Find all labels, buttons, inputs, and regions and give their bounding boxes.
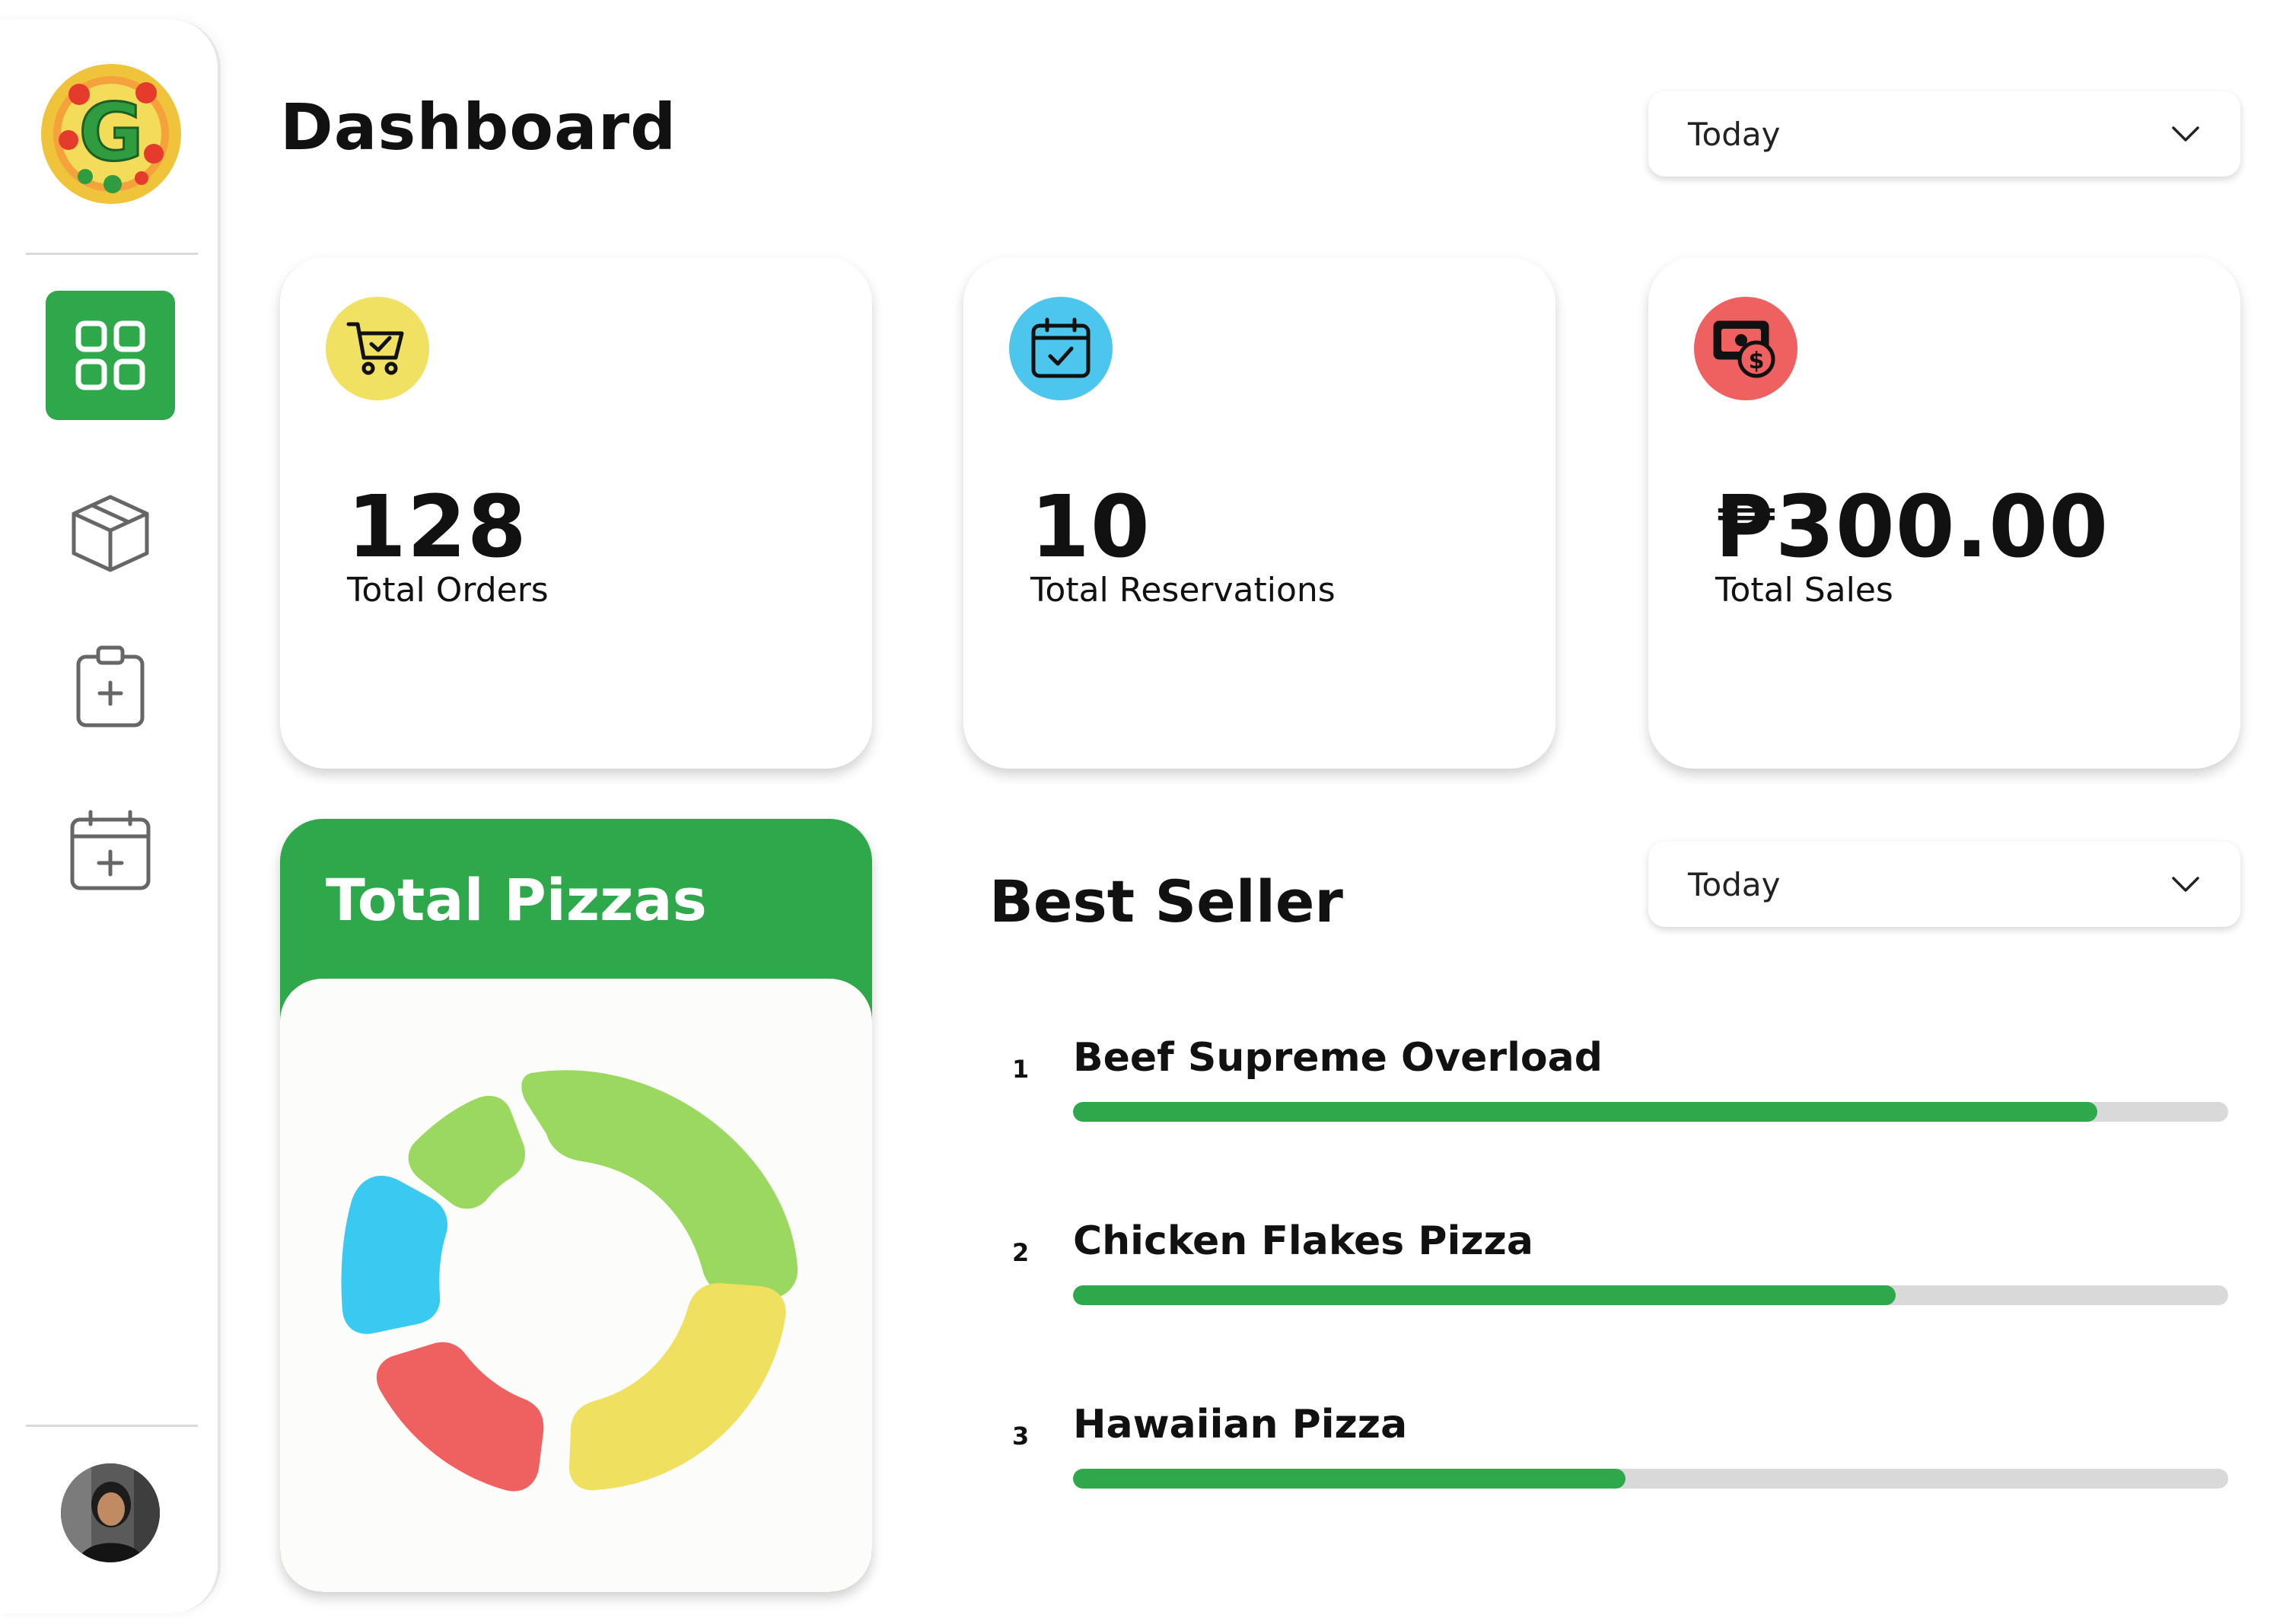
best-seller-progress [1073,1469,2228,1489]
total-pizzas-card: Total Pizzas [280,819,872,1592]
avatar[interactable] [61,1463,160,1562]
calendar-check-icon [1009,297,1113,400]
svg-text:G: G [78,86,143,179]
period-dropdown-value: Today [1688,865,1781,903]
stat-value: 10 [1030,478,1151,577]
grid-icon [75,320,145,390]
donut-segment-green [521,1070,798,1299]
sidebar-divider-top [26,253,198,255]
stat-value: 128 [347,478,527,577]
donut-segment-blue [341,1176,447,1334]
svg-text:$: $ [1749,348,1765,374]
total-pizzas-chart-area [280,979,872,1592]
best-seller-progress-fill [1073,1469,1625,1489]
stat-label: Total Reservations [1030,571,1336,610]
stat-card-orders: 128 Total Orders [280,257,872,769]
best-seller-name: Hawaiian Pizza [1073,1402,1408,1447]
chevron-down-icon [2172,877,2199,892]
sidebar: G [0,20,221,1613]
cart-check-icon [326,297,429,400]
period-dropdown[interactable]: Today [1648,91,2240,177]
best-seller-title: Best Seller [989,868,1343,935]
page-title: Dashboard [280,90,677,164]
donut-segment-green-small [408,1096,525,1209]
calendar-add-icon [70,810,151,890]
best-seller-period-dropdown[interactable]: Today [1648,842,2240,927]
best-seller-rank: 3 [1012,1422,1030,1450]
donut-segment-red [376,1342,544,1492]
stat-card-sales: $ ₱300.00 Total Sales [1648,257,2240,769]
stat-value: ₱300.00 [1715,478,2109,577]
stat-label: Total Sales [1715,571,1893,610]
best-seller-progress-fill [1073,1102,2098,1122]
period-dropdown-value: Today [1688,115,1781,153]
total-pizzas-title: Total Pizzas [326,866,707,934]
clipboard-add-icon [76,645,145,728]
best-seller-name: Beef Supreme Overload [1073,1035,1603,1081]
stat-card-reservations: 10 Total Reservations [963,257,1555,769]
best-seller-progress-fill [1073,1285,1896,1305]
stat-label: Total Orders [347,571,549,610]
donut-segment-yellow [569,1283,786,1491]
sidebar-item-add-order[interactable] [46,621,175,750]
best-seller-rank: 1 [1012,1055,1030,1084]
chevron-down-icon [2172,126,2199,142]
sidebar-divider-bottom [26,1425,198,1427]
money-icon: $ [1694,297,1797,400]
box-icon [72,495,149,572]
best-seller-progress [1073,1102,2228,1122]
sidebar-item-add-reservation[interactable] [46,787,175,916]
best-seller-name: Chicken Flakes Pizza [1073,1218,1533,1264]
sidebar-item-dashboard[interactable] [46,291,175,420]
donut-chart [341,1070,798,1492]
best-seller-rank: 2 [1012,1238,1030,1267]
sidebar-item-inventory[interactable] [46,469,175,598]
gardens-logo[interactable]: G [40,62,183,205]
best-seller-progress [1073,1285,2228,1305]
